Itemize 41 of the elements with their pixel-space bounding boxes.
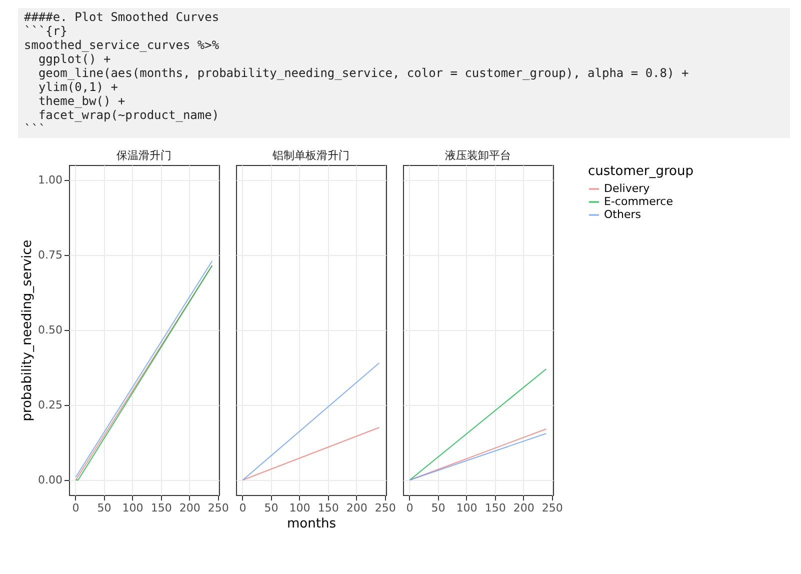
text: facet_wrap(~product_name) <box>37 108 220 122</box>
x-tick-label: 100 <box>122 502 144 514</box>
y-tick-label: 1.00 <box>38 174 62 186</box>
x-tick-label: 100 <box>456 502 478 514</box>
text: theme_bw() + <box>37 94 126 108</box>
text: smoothed_service_curves %>% <box>24 38 220 52</box>
x-tick-label: 250 <box>208 502 229 514</box>
legend-label: Delivery <box>604 182 650 195</box>
chart-title: 保温滑升门 <box>116 149 172 162</box>
text: ```{r} <box>24 24 68 38</box>
y-tick-label: 0.75 <box>38 248 62 262</box>
text: ylim(0,1) + <box>37 80 119 94</box>
x-tick-label: 0 <box>72 502 80 514</box>
chart-title: 液压装卸平台 <box>445 149 511 162</box>
legend-title: customer_group <box>588 164 694 179</box>
x-tick-label: 50 <box>264 502 278 514</box>
x-axis-title: months <box>287 516 336 532</box>
x-tick-label: 250 <box>542 502 563 514</box>
x-tick-label: 150 <box>318 502 339 514</box>
x-tick-label: 50 <box>97 502 112 514</box>
x-tick-label: 100 <box>289 502 310 514</box>
x-tick-label: 200 <box>513 502 534 514</box>
text: geom_line(aes(months, probability_needing_service, color = customer_group), alpha = 0.8) + <box>37 66 690 80</box>
text: ggplot() + <box>37 52 112 66</box>
y-tick-label: 0.00 <box>38 474 62 486</box>
x-tick-label: 0 <box>239 502 246 514</box>
x-tick-label: 50 <box>431 502 446 514</box>
legend-label: Others <box>604 208 642 221</box>
y-tick-label: 0.25 <box>38 398 62 412</box>
text: ####e. Plot Smoothed Curves <box>24 10 220 24</box>
text: ``` <box>24 122 47 136</box>
x-tick-label: 200 <box>179 502 200 514</box>
y-tick-label: 0.50 <box>38 324 62 336</box>
x-tick-label: 0 <box>406 502 414 514</box>
chart-title: 铝制单板滑升门 <box>272 149 350 162</box>
legend-label: E-commerce <box>604 195 674 208</box>
x-tick-label: 150 <box>484 502 506 514</box>
y-axis-title: probability_needing_service <box>20 240 36 422</box>
x-tick-label: 250 <box>374 502 396 514</box>
x-tick-label: 150 <box>150 502 172 514</box>
x-tick-label: 200 <box>346 502 368 514</box>
